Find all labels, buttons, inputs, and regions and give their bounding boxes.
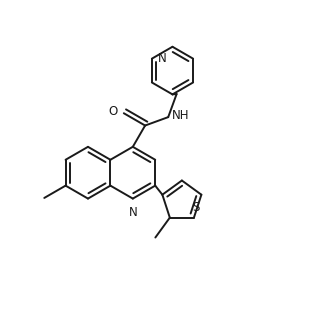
Text: N: N [157,52,166,65]
Text: NH: NH [172,109,190,122]
Text: O: O [108,105,118,118]
Text: S: S [192,201,199,214]
Text: N: N [128,206,137,219]
